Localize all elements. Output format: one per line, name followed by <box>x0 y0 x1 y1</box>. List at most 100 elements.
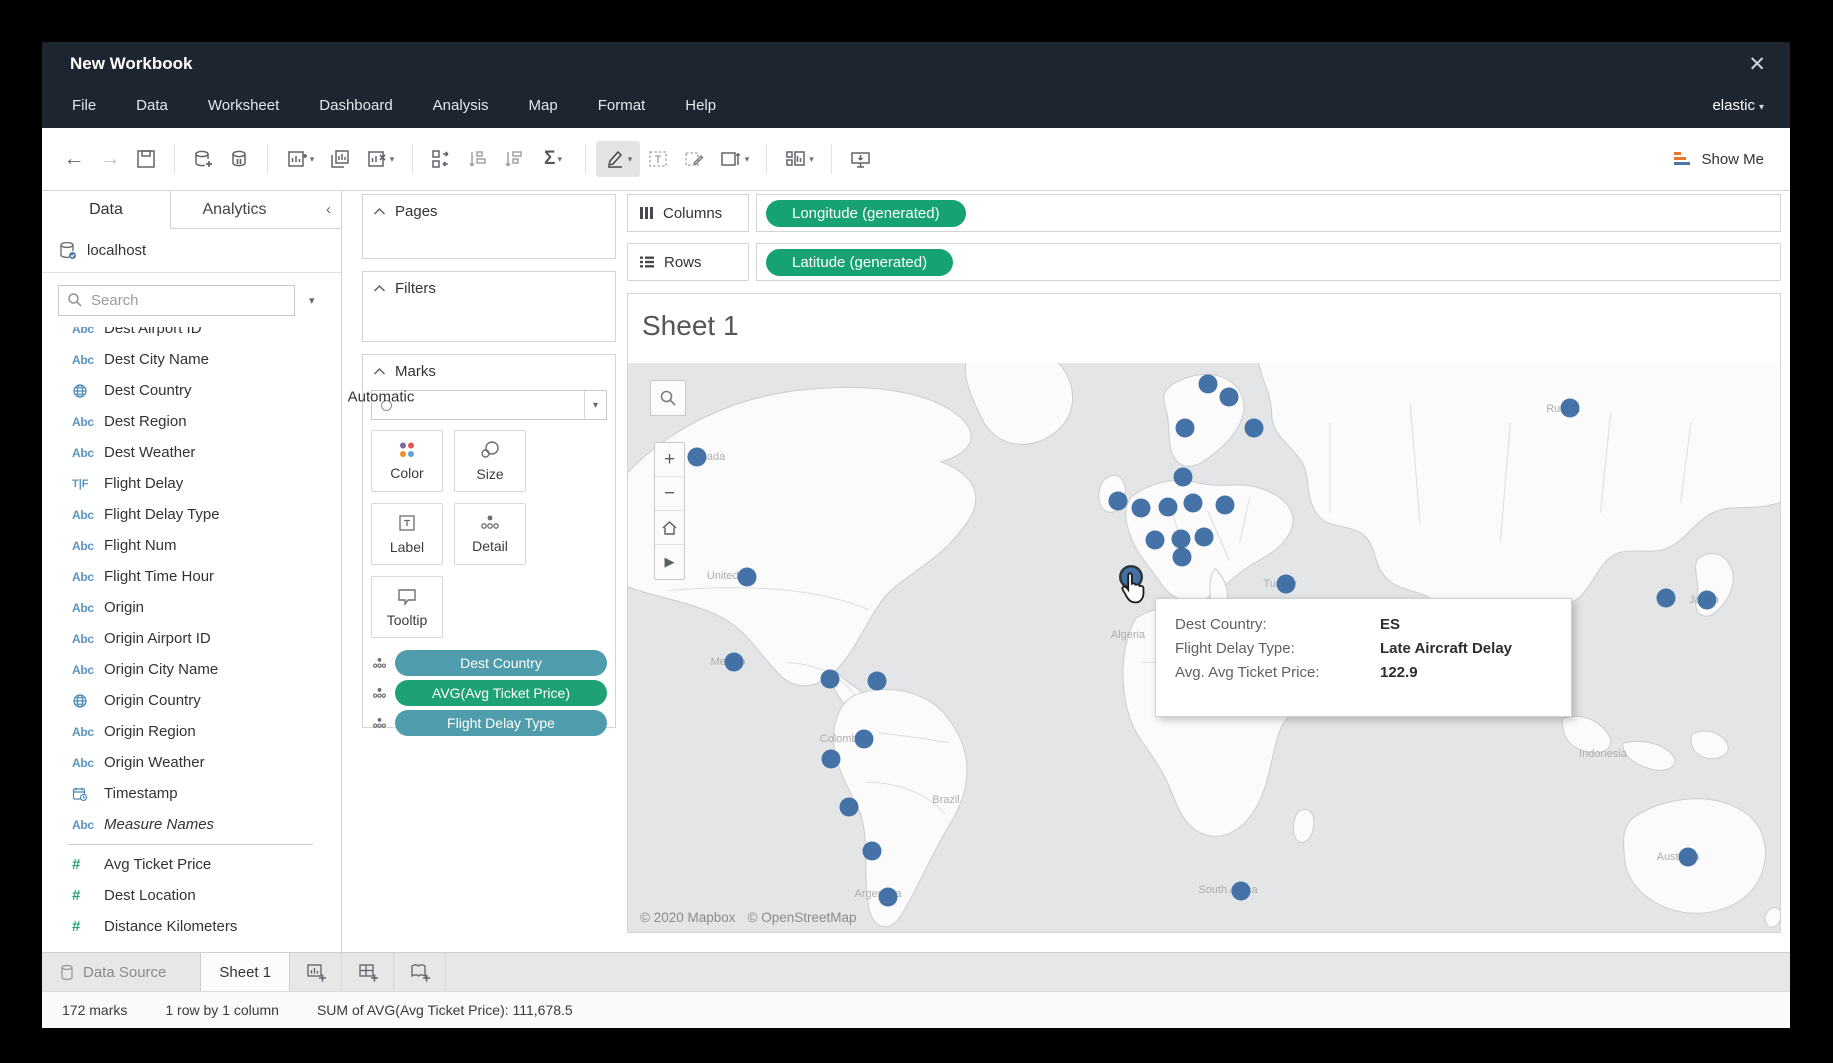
detail-shelf-button[interactable]: Detail <box>454 503 526 565</box>
map-mark[interactable] <box>1697 590 1717 610</box>
field-dest-location[interactable]: # Dest Location <box>42 880 341 911</box>
map-mark[interactable] <box>1215 495 1235 515</box>
map-mark[interactable] <box>1219 387 1239 407</box>
map-mark[interactable] <box>821 749 841 769</box>
new-dashboard-tab-button[interactable] <box>342 953 395 991</box>
fix-axes-button[interactable] <box>676 141 712 177</box>
field-dest-country[interactable]: Dest Country <box>42 375 341 406</box>
map-mark[interactable] <box>687 447 707 467</box>
zoom-in-button[interactable]: + <box>655 443 684 477</box>
field-origin-city-name[interactable]: Abc Origin City Name <box>42 654 341 685</box>
field-origin-weather[interactable]: Abc Origin Weather <box>42 747 341 778</box>
rows-pill[interactable]: Latitude (generated) <box>766 248 954 276</box>
close-icon[interactable]: ✕ <box>1748 52 1766 76</box>
filters-card[interactable]: Filters <box>362 271 616 342</box>
map-mark[interactable] <box>1198 374 1218 394</box>
account-menu[interactable]: elastic ▾ <box>1712 96 1764 114</box>
show-mark-labels-button[interactable] <box>640 141 676 177</box>
search-input[interactable] <box>91 291 251 309</box>
map-mark[interactable] <box>724 652 744 672</box>
clear-sheet-button[interactable]: ▾ <box>358 141 402 177</box>
field-options-chevron-icon[interactable]: ▾ <box>309 294 315 307</box>
menu-map[interactable]: Map <box>528 96 558 114</box>
map-mark[interactable] <box>878 887 898 907</box>
field-origin-region[interactable]: Abc Origin Region <box>42 716 341 747</box>
map-mark[interactable] <box>1244 418 1264 438</box>
map-mark[interactable] <box>1656 588 1676 608</box>
redo-button[interactable]: → <box>99 147 121 170</box>
columns-pill[interactable]: Longitude (generated) <box>766 199 966 227</box>
sheet1-tab[interactable]: Sheet 1 <box>200 953 291 991</box>
sort-descending-button[interactable] <box>495 141 531 177</box>
menu-format[interactable]: Format <box>597 96 646 114</box>
menu-dashboard[interactable]: Dashboard <box>319 96 393 114</box>
tooltip-shelf-button[interactable]: Tooltip <box>371 576 443 638</box>
save-button[interactable] <box>128 141 164 177</box>
share-button[interactable] <box>842 141 878 177</box>
map-search-button[interactable] <box>650 380 686 416</box>
field-avg-ticket-price[interactable]: # Avg Ticket Price <box>42 849 341 880</box>
totals-button[interactable]: Σ ▾ <box>544 148 562 169</box>
field-flight-delay-type[interactable]: Abc Flight Delay Type <box>42 499 341 530</box>
menu-analysis[interactable]: Analysis <box>432 96 489 114</box>
sort-ascending-button[interactable] <box>459 141 495 177</box>
map-view[interactable]: CanadaUnited SMexicoColombiaBrazilArgent… <box>628 363 1780 932</box>
columns-shelf[interactable]: Longitude (generated) <box>756 194 1781 232</box>
menu-data[interactable]: Data <box>136 96 168 114</box>
data-source-connection[interactable]: localhost <box>42 229 341 273</box>
map-mark[interactable] <box>1158 497 1178 517</box>
data-source-tab[interactable]: Data Source <box>42 953 200 991</box>
field-origin[interactable]: Abc Origin <box>42 592 341 623</box>
map-mark[interactable] <box>1171 529 1191 549</box>
field-dest-weather[interactable]: Abc Dest Weather <box>42 437 341 468</box>
map-mark[interactable] <box>1131 498 1151 518</box>
map-mark[interactable] <box>862 841 882 861</box>
field-origin-country[interactable]: Origin Country <box>42 685 341 716</box>
show-me-button[interactable]: Show Me <box>1672 149 1764 169</box>
field-dest-city-name[interactable]: Abc Dest City Name <box>42 344 341 375</box>
tab-data[interactable]: Data <box>89 201 123 218</box>
show-hide-cards-button[interactable]: ▾ <box>777 141 821 177</box>
marks-pill-dest-country[interactable]: Dest Country <box>395 650 607 676</box>
collapse-pane-icon[interactable]: ‹ <box>326 201 331 218</box>
color-shelf-button[interactable]: Color <box>371 430 443 492</box>
rows-shelf[interactable]: Latitude (generated) <box>756 243 1781 281</box>
map-mark[interactable] <box>1231 881 1251 901</box>
duplicate-sheet-button[interactable] <box>322 141 358 177</box>
map-mark[interactable] <box>1172 547 1192 567</box>
map-mark[interactable] <box>1560 398 1580 418</box>
pause-updates-button[interactable] <box>221 141 257 177</box>
field-timestamp[interactable]: Timestamp <box>42 778 341 809</box>
map-mark[interactable] <box>820 669 840 689</box>
map-mark[interactable] <box>854 729 874 749</box>
mark-type-dropdown[interactable]: Automatic ▾ <box>348 388 607 420</box>
zoom-home-button[interactable] <box>655 511 684 545</box>
field-flight-time-hour[interactable]: Abc Flight Time Hour <box>42 561 341 592</box>
tab-analytics[interactable]: Analytics <box>170 191 298 229</box>
highlight-button[interactable]: ▾ <box>596 141 640 177</box>
new-data-source-button[interactable] <box>185 141 221 177</box>
map-mark[interactable] <box>1173 467 1193 487</box>
field-flight-delay[interactable]: T|F Flight Delay <box>42 468 341 499</box>
new-worksheet-button[interactable]: ▾ <box>278 141 322 177</box>
map-mark[interactable] <box>1183 493 1203 513</box>
search-box[interactable] <box>58 284 295 316</box>
size-shelf-button[interactable]: Size <box>454 430 526 492</box>
new-worksheet-tab-button[interactable] <box>290 953 343 991</box>
undo-button[interactable]: ← <box>63 147 85 170</box>
field-measure-names[interactable]: Abc Measure Names <box>42 809 341 840</box>
map-mark[interactable] <box>1194 527 1214 547</box>
marks-pill-avg-avg-ticket-price-[interactable]: AVG(Avg Ticket Price) <box>395 680 607 706</box>
field-distance-kilometers[interactable]: # Distance Kilometers <box>42 911 341 942</box>
new-story-tab-button[interactable] <box>394 953 447 991</box>
map-mark[interactable] <box>839 797 859 817</box>
menu-help[interactable]: Help <box>685 96 717 114</box>
menu-file[interactable]: File <box>72 96 97 114</box>
map-mark[interactable] <box>1276 574 1296 594</box>
swap-rows-columns-button[interactable] <box>423 141 459 177</box>
field-dest-region[interactable]: Abc Dest Region <box>42 406 341 437</box>
map-mark[interactable] <box>1678 847 1698 867</box>
map-mark[interactable] <box>737 567 757 587</box>
fit-selector[interactable]: ▾ <box>712 141 756 177</box>
pages-card[interactable]: Pages <box>362 194 616 259</box>
